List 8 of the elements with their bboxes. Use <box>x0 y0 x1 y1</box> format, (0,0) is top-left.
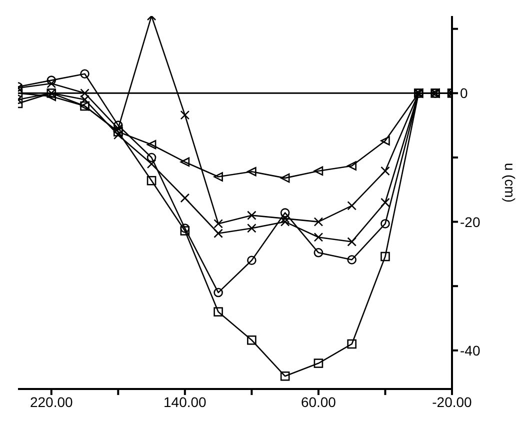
x-tick-label: 60.00 <box>300 394 336 410</box>
y-tick-label: 0 <box>460 85 468 102</box>
x-tick-label: -20.00 <box>432 394 472 410</box>
x-tick-label: 140.00 <box>164 394 207 410</box>
y-tick-label: -40 <box>460 342 480 358</box>
x-tick-label: 220.00 <box>30 394 74 410</box>
y-tick-label: -20 <box>460 214 480 230</box>
y-axis-title: u (cm) <box>502 162 518 202</box>
